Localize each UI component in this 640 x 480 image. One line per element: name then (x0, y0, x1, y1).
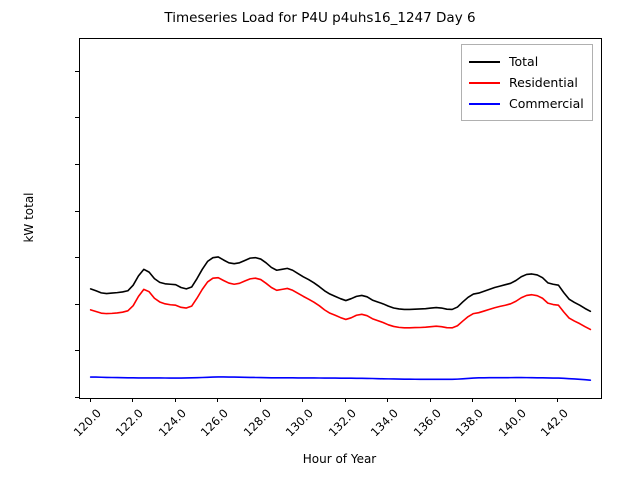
x-tick-mark (89, 398, 91, 402)
x-tick-mark (557, 398, 559, 402)
x-tick-label: 130.0 (282, 406, 317, 440)
x-tick-label: 120.0 (70, 406, 104, 440)
y-tick-mark (75, 117, 79, 119)
y-tick-mark (75, 257, 79, 259)
legend-entry: Residential (469, 72, 584, 93)
series-line-residential (89, 276, 592, 331)
x-tick-mark (344, 398, 346, 402)
legend-swatch-icon (469, 81, 500, 84)
x-tick-label: 132.0 (325, 406, 359, 440)
legend-entry: Total (469, 51, 584, 72)
chart-legend: Total Residential Commercial (461, 44, 593, 121)
y-tick-mark (75, 210, 79, 212)
series-line-total (89, 256, 592, 313)
legend-entry: Commercial (469, 93, 584, 114)
x-tick-label: 124.0 (155, 406, 189, 440)
y-tick-mark (75, 303, 79, 305)
x-axis-label: Hour of Year (302, 452, 377, 466)
chart-title: Timeseries Load for P4U p4uhs16_1247 Day… (164, 10, 476, 26)
legend-swatch-icon (469, 60, 500, 63)
x-tick-label: 128.0 (240, 406, 274, 440)
x-tick-label: 122.0 (112, 406, 147, 440)
x-tick-mark (472, 398, 474, 402)
series-line-commercial (89, 376, 592, 381)
x-tick-mark (174, 398, 176, 402)
y-tick-mark (75, 70, 79, 72)
x-tick-mark (514, 398, 516, 402)
y-tick-mark (75, 397, 79, 398)
x-tick-mark (259, 398, 261, 402)
legend-label: Residential (509, 75, 578, 90)
y-tick-mark (75, 163, 79, 165)
legend-swatch-icon (469, 102, 500, 105)
x-tick-mark (387, 398, 389, 402)
legend-label: Commercial (509, 96, 584, 111)
x-tick-label: 142.0 (538, 406, 572, 440)
x-tick-label: 138.0 (453, 406, 487, 440)
x-tick-mark (132, 398, 134, 402)
x-tick-mark (429, 398, 431, 402)
x-tick-mark (217, 398, 219, 402)
y-axis-label: kW total (22, 192, 36, 243)
y-tick-mark (75, 350, 79, 352)
x-tick-label: 126.0 (197, 406, 232, 440)
series-canvas (89, 256, 592, 381)
x-tick-label: 136.0 (410, 406, 444, 440)
x-tick-mark (302, 398, 304, 402)
x-tick-label: 134.0 (368, 406, 402, 440)
x-tick-label: 140.0 (495, 406, 529, 440)
legend-label: Total (509, 54, 539, 69)
